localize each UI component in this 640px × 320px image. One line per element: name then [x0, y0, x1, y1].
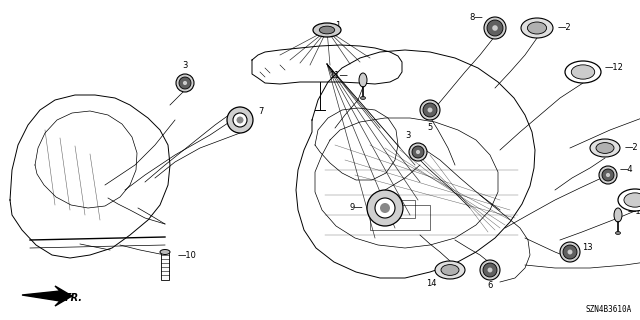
Polygon shape	[22, 286, 72, 306]
Text: 8—: 8—	[469, 13, 483, 22]
Ellipse shape	[596, 143, 614, 153]
Circle shape	[416, 150, 420, 154]
Ellipse shape	[572, 65, 595, 79]
Text: SZN4B3610A: SZN4B3610A	[586, 305, 632, 314]
Circle shape	[602, 169, 614, 181]
Ellipse shape	[441, 265, 459, 276]
Circle shape	[233, 113, 247, 127]
Ellipse shape	[565, 61, 601, 83]
Circle shape	[560, 242, 580, 262]
Circle shape	[183, 81, 187, 85]
Circle shape	[428, 108, 433, 112]
Text: 6: 6	[487, 281, 493, 290]
Ellipse shape	[319, 26, 335, 34]
Ellipse shape	[616, 231, 621, 235]
Ellipse shape	[360, 97, 365, 100]
Text: 3: 3	[405, 132, 411, 140]
Text: 3: 3	[182, 60, 188, 69]
Circle shape	[563, 245, 577, 259]
Text: 1: 1	[335, 20, 340, 29]
Circle shape	[568, 250, 572, 254]
Ellipse shape	[614, 208, 622, 222]
Circle shape	[483, 263, 497, 277]
Text: 13: 13	[582, 244, 593, 252]
Circle shape	[599, 166, 617, 184]
Circle shape	[492, 25, 498, 31]
Ellipse shape	[359, 73, 367, 87]
Text: 5: 5	[428, 124, 433, 132]
Text: —4: —4	[620, 165, 634, 174]
Text: 7: 7	[258, 108, 264, 116]
Text: —11: —11	[628, 207, 640, 217]
Circle shape	[480, 260, 500, 280]
Circle shape	[488, 268, 492, 272]
Circle shape	[606, 173, 610, 177]
Text: —2: —2	[558, 23, 572, 33]
Text: —12: —12	[605, 63, 624, 73]
Circle shape	[367, 190, 403, 226]
Ellipse shape	[313, 23, 341, 37]
Circle shape	[375, 198, 395, 218]
Circle shape	[237, 116, 243, 124]
Text: FR.: FR.	[65, 293, 83, 303]
Text: 11—: 11—	[329, 71, 348, 81]
Ellipse shape	[160, 250, 170, 254]
Text: 14: 14	[426, 278, 437, 287]
Ellipse shape	[590, 139, 620, 157]
FancyBboxPatch shape	[161, 252, 169, 280]
Text: —10: —10	[178, 251, 197, 260]
Circle shape	[484, 17, 506, 39]
Circle shape	[487, 20, 503, 36]
Text: —2: —2	[625, 143, 639, 153]
Circle shape	[420, 100, 440, 120]
Circle shape	[423, 103, 437, 117]
Circle shape	[412, 146, 424, 158]
Ellipse shape	[527, 22, 547, 34]
Text: 9—: 9—	[349, 204, 363, 212]
Circle shape	[179, 77, 191, 89]
Ellipse shape	[521, 18, 553, 38]
Circle shape	[380, 203, 390, 213]
Ellipse shape	[435, 261, 465, 279]
Circle shape	[409, 143, 427, 161]
Circle shape	[176, 74, 194, 92]
Ellipse shape	[618, 189, 640, 211]
Ellipse shape	[624, 193, 640, 207]
Circle shape	[227, 107, 253, 133]
